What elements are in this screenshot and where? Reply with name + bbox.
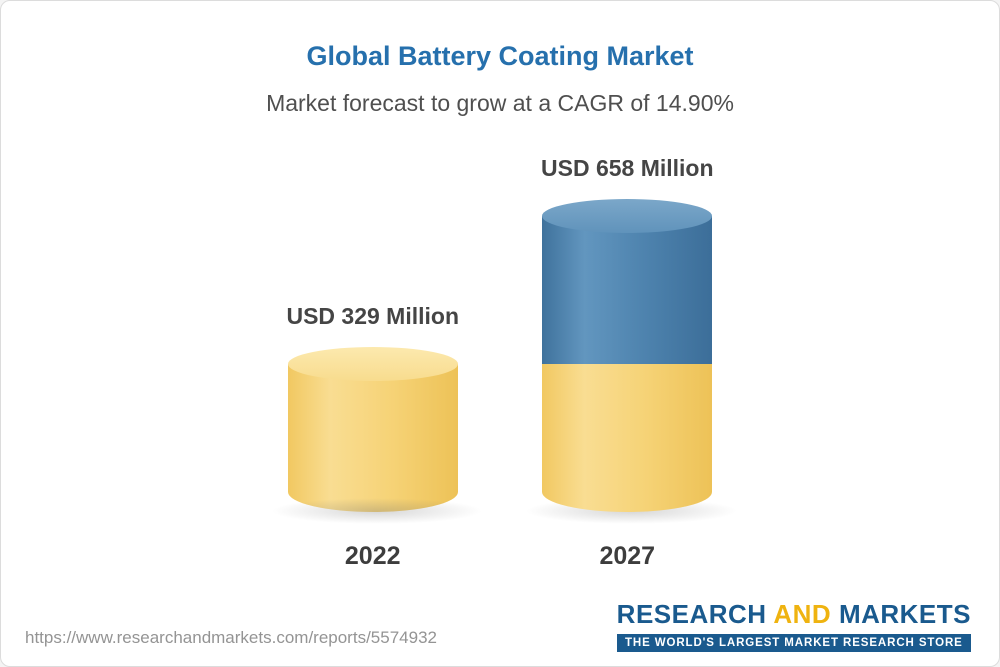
- report-url: https://www.researchandmarkets.com/repor…: [25, 628, 437, 647]
- bar-group-2022: USD 329 Million 2022: [270, 302, 484, 571]
- cylinder-top-2022: [287, 346, 458, 381]
- bar-group-2027: USD 658 Million 2027: [525, 154, 738, 571]
- page-title: Global Battery Coating Market: [306, 41, 694, 71]
- cylinder-top-2027: [542, 198, 713, 233]
- logo-word-research: RESEARCH: [616, 599, 767, 629]
- bar-value-label-2027: USD 658 Million: [541, 154, 714, 181]
- logo-tagline: THE WORLD'S LARGEST MARKET RESEARCH STOR…: [616, 634, 971, 652]
- chart-header: Global Battery Coating Market Market for…: [1, 41, 999, 117]
- axis-label-2022: 2022: [344, 542, 401, 570]
- chart-area: USD 329 Million 2022 USD 658 Million 202…: [1, 155, 999, 571]
- research-and-markets-logo: RESEARCH AND MARKETS THE WORLD'S LARGEST…: [616, 599, 971, 652]
- bar-shadow: [270, 498, 484, 524]
- logo-wordmark: RESEARCH AND MARKETS: [617, 599, 971, 630]
- bar-2022: [270, 346, 484, 524]
- bar-2027-growth-segment: [542, 198, 713, 364]
- logo-word-markets: MARKETS: [838, 599, 971, 629]
- page-subtitle: Market forecast to grow at a CAGR of 14.…: [266, 90, 734, 116]
- logo-word-and: AND: [773, 599, 832, 629]
- bar-2027: [525, 198, 738, 524]
- axis-label-2027: 2027: [599, 542, 656, 570]
- bar-value-label-2022: USD 329 Million: [286, 302, 459, 329]
- bar-2027-base-segment: [542, 363, 713, 512]
